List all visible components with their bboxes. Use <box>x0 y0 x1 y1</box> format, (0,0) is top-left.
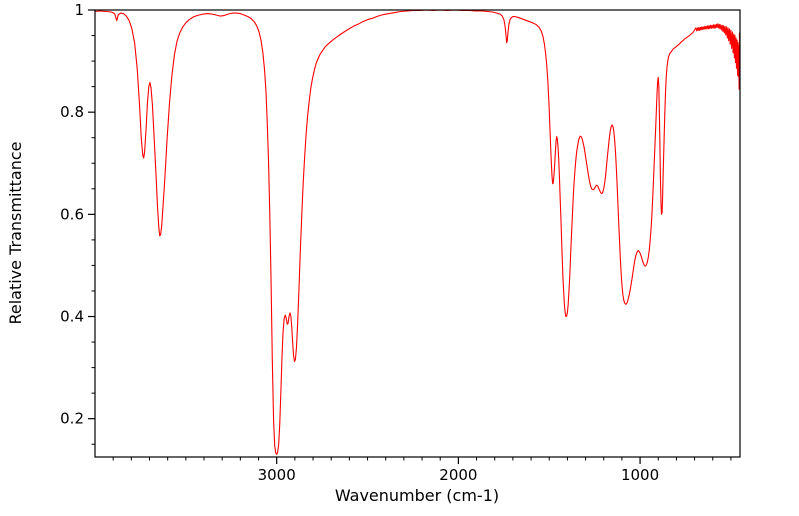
x-tick-label: 1000 <box>621 466 659 484</box>
y-axis-label: Relative Transmittance <box>6 141 25 324</box>
y-tick-label: 0.4 <box>60 308 84 326</box>
x-axis-label: Wavenumber (cm-1) <box>335 486 499 505</box>
x-tick-label: 3000 <box>258 466 296 484</box>
plot-frame <box>94 9 741 458</box>
y-tick-label: 0.6 <box>60 205 84 223</box>
y-tick-label: 0.8 <box>60 103 84 121</box>
spectrum-line <box>94 9 741 455</box>
y-tick-label: 0.2 <box>60 410 84 428</box>
x-tick-label: 2000 <box>439 466 477 484</box>
y-tick-label: 1 <box>74 1 84 19</box>
